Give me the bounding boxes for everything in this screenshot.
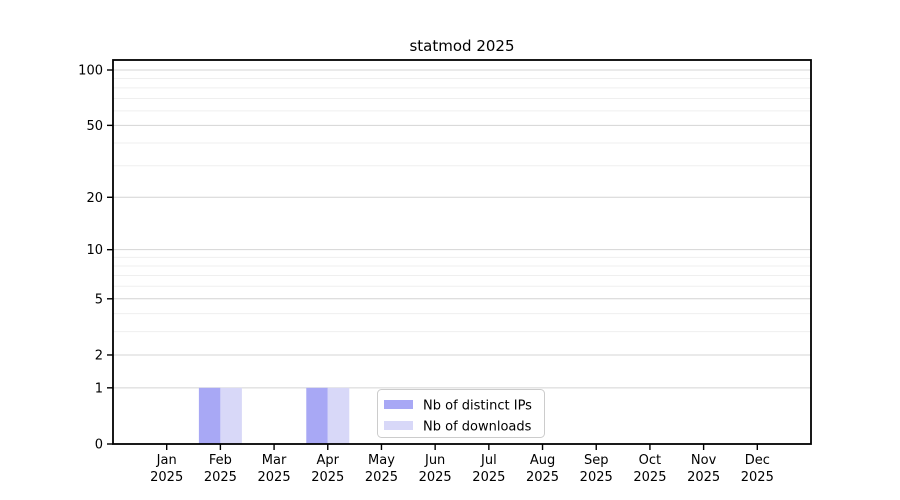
bar-apr-downloads xyxy=(327,387,350,444)
legend-box xyxy=(377,389,545,438)
y-tick-label: 10 xyxy=(86,243,103,258)
x-tick-label-year: 2025 xyxy=(526,470,559,485)
bar-apr-ips xyxy=(306,387,328,444)
y-tick-label: 1 xyxy=(95,381,103,396)
x-tick-label-year: 2025 xyxy=(419,470,452,485)
x-tick-label-month: Jan xyxy=(156,453,177,468)
gridlines-minor xyxy=(113,77,811,333)
x-tick-label-year: 2025 xyxy=(741,470,774,485)
plot-border xyxy=(112,59,812,445)
legend-swatch xyxy=(384,400,413,409)
legend-item-label: Nb of distinct IPs xyxy=(423,399,532,414)
x-tick-label-month: Jul xyxy=(480,453,497,468)
x-tick-label-month: Sep xyxy=(584,453,609,468)
x-tick-label-year: 2025 xyxy=(687,470,720,485)
x-tick-label-month: Mar xyxy=(262,453,287,468)
x-tick-label-month: May xyxy=(368,453,395,468)
bar-feb-downloads xyxy=(220,387,242,444)
chart-title: statmod 2025 xyxy=(409,37,514,55)
x-tick-label-year: 2025 xyxy=(311,470,344,485)
bar-feb-ips xyxy=(198,387,221,444)
x-tick-label-month: Oct xyxy=(639,453,661,468)
legend-swatch xyxy=(384,421,413,430)
x-tick-label-year: 2025 xyxy=(633,470,666,485)
x-tick-label-month: Apr xyxy=(317,453,340,468)
y-tick-label: 50 xyxy=(86,119,103,134)
legend-item-label: Nb of downloads xyxy=(423,420,532,435)
x-tick-label-month: Aug xyxy=(530,453,555,468)
plot-frame xyxy=(112,59,812,445)
x-tick-label-year: 2025 xyxy=(365,470,398,485)
y-tick-label: 5 xyxy=(95,292,103,307)
y-tick-label: 2 xyxy=(95,348,103,363)
x-tick-label-month: Jun xyxy=(424,453,445,468)
y-tick-label: 100 xyxy=(78,64,103,79)
x-tick-label-year: 2025 xyxy=(258,470,291,485)
legend: Nb of distinct IPs Nb of downloads xyxy=(377,389,545,438)
x-tick-label-year: 2025 xyxy=(472,470,505,485)
x-tick-label-year: 2025 xyxy=(204,470,237,485)
y-axis: 0 1 2 5 10 20 50 100 xyxy=(78,64,113,453)
x-axis: Jan 2025 Feb 2025 Mar 2025 Apr 2025 May 2025 Jun 20… xyxy=(150,444,774,485)
bars xyxy=(198,387,350,444)
y-tick-label: 0 xyxy=(95,438,103,453)
x-tick-label-year: 2025 xyxy=(580,470,613,485)
x-tick-label-month: Dec xyxy=(745,453,770,468)
x-tick-label-month: Nov xyxy=(691,453,717,468)
y-tick-label: 20 xyxy=(86,191,103,206)
x-tick-label-month: Feb xyxy=(209,453,232,468)
x-tick-label-year: 2025 xyxy=(150,470,183,485)
gridlines-major xyxy=(113,69,811,389)
